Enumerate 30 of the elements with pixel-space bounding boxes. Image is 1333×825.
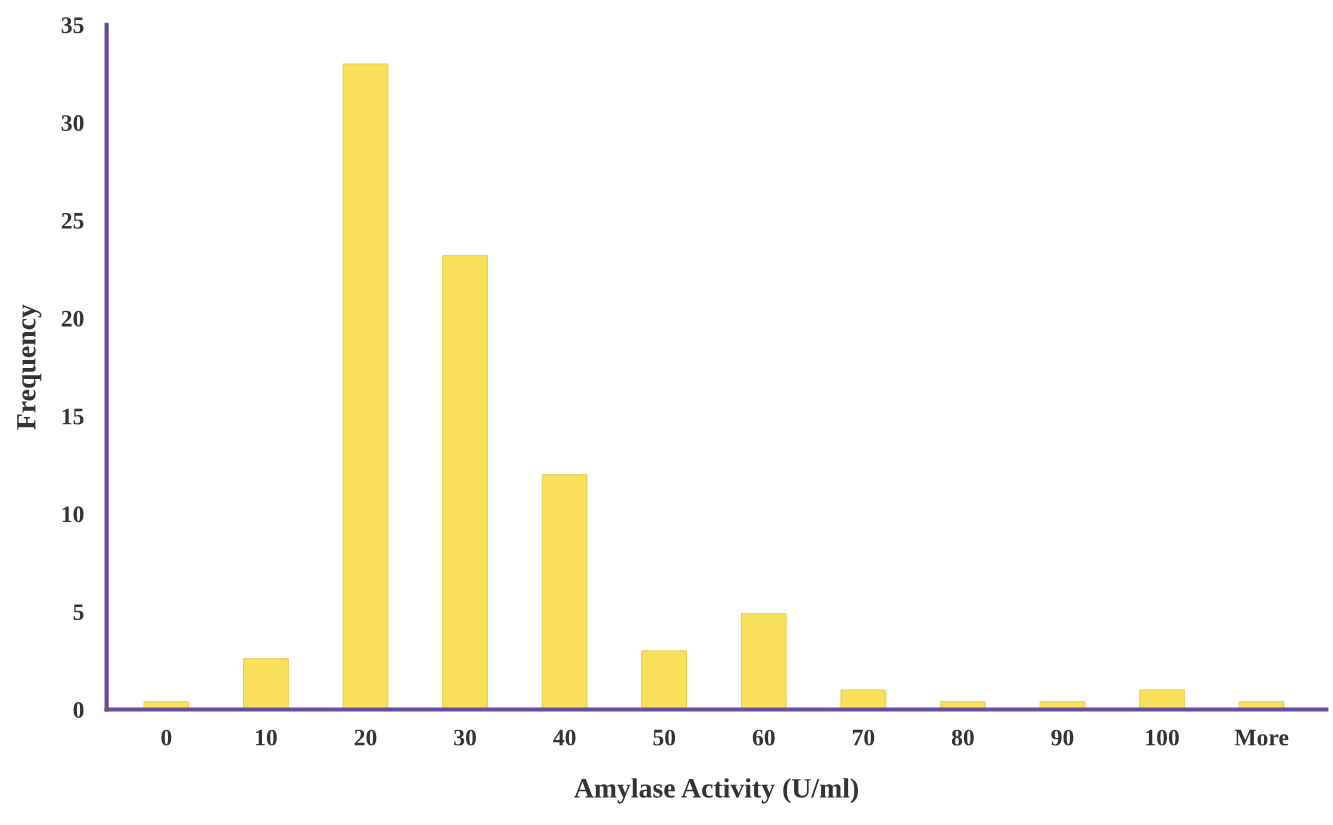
x-tick-label: 60 [752,729,775,746]
x-tick-label: 50 [653,729,676,746]
y-tick-label: 20 [61,310,84,327]
bar [840,689,887,710]
y-axis-title: Frequency [17,304,42,430]
x-tick-label: 40 [553,729,576,746]
x-tick-label: 80 [951,729,974,746]
bar [442,255,488,710]
x-tick-label: More [1234,729,1289,746]
x-tick-label: 10 [256,729,277,746]
y-tick-label: 10 [62,506,84,523]
x-axis-title: Amylase Activity (U/ml) [574,778,858,804]
x-tick-label: 30 [454,729,476,746]
bar [342,63,389,710]
bar [641,650,688,710]
bar [1139,689,1185,710]
x-tick-label: 70 [852,729,875,746]
y-tick-label: 15 [62,408,84,425]
x-tick-label: 0 [161,729,172,746]
bar [541,474,588,710]
x-tick-label: 100 [1146,729,1179,746]
bar [243,658,289,710]
y-tick-label: 30 [61,115,84,131]
y-tick-label: 25 [61,212,84,229]
x-tick-label: 20 [354,729,377,746]
y-tick-label: 35 [61,17,84,34]
bar [740,613,787,710]
y-tick-label: 0 [73,701,84,718]
x-tick-label: 90 [1051,729,1074,746]
y-tick-label: 5 [73,604,84,621]
